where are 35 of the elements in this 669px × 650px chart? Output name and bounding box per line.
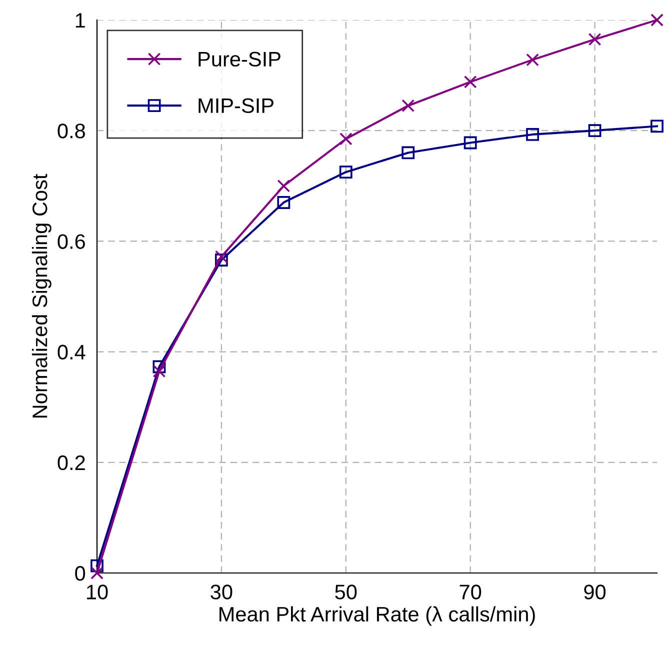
point	[90, 559, 104, 572]
x-tick-label: 10	[87, 584, 108, 600]
x-tick-label: 70	[460, 584, 482, 600]
point	[152, 364, 166, 378]
point	[339, 166, 352, 179]
point	[214, 250, 228, 264]
point	[464, 75, 477, 88]
y-axis-title: Normalized Signaling Cost	[32, 174, 52, 418]
point	[588, 32, 602, 46]
y-tick-label: 0.4	[58, 344, 86, 360]
point	[339, 132, 352, 146]
point	[650, 14, 664, 26]
point	[402, 146, 415, 160]
x-tick-label: 30	[210, 584, 232, 600]
point	[650, 120, 664, 133]
legend-label: Pure-SIP	[198, 52, 280, 67]
point	[526, 128, 540, 141]
y-tick-label: 0.2	[58, 455, 85, 470]
y-tick-label: 0	[75, 566, 86, 581]
point	[277, 196, 290, 209]
point	[464, 136, 477, 150]
x-tick-label: 50	[335, 584, 357, 600]
x-axis-title: Mean Pkt Arrival Rate (λ calls/min)	[220, 606, 535, 626]
point	[214, 254, 228, 266]
y-tick-label: 0.8	[58, 124, 85, 138]
point	[526, 53, 540, 66]
point	[402, 99, 415, 112]
point	[588, 124, 602, 138]
y-tick-label: 1	[76, 13, 85, 28]
y-tick-label: 0.6	[58, 234, 85, 249]
point	[277, 179, 290, 192]
point	[90, 566, 104, 580]
point	[152, 360, 166, 374]
x-tick-label: 90	[584, 584, 606, 600]
legend-label: MIP-SIP	[198, 98, 274, 114]
